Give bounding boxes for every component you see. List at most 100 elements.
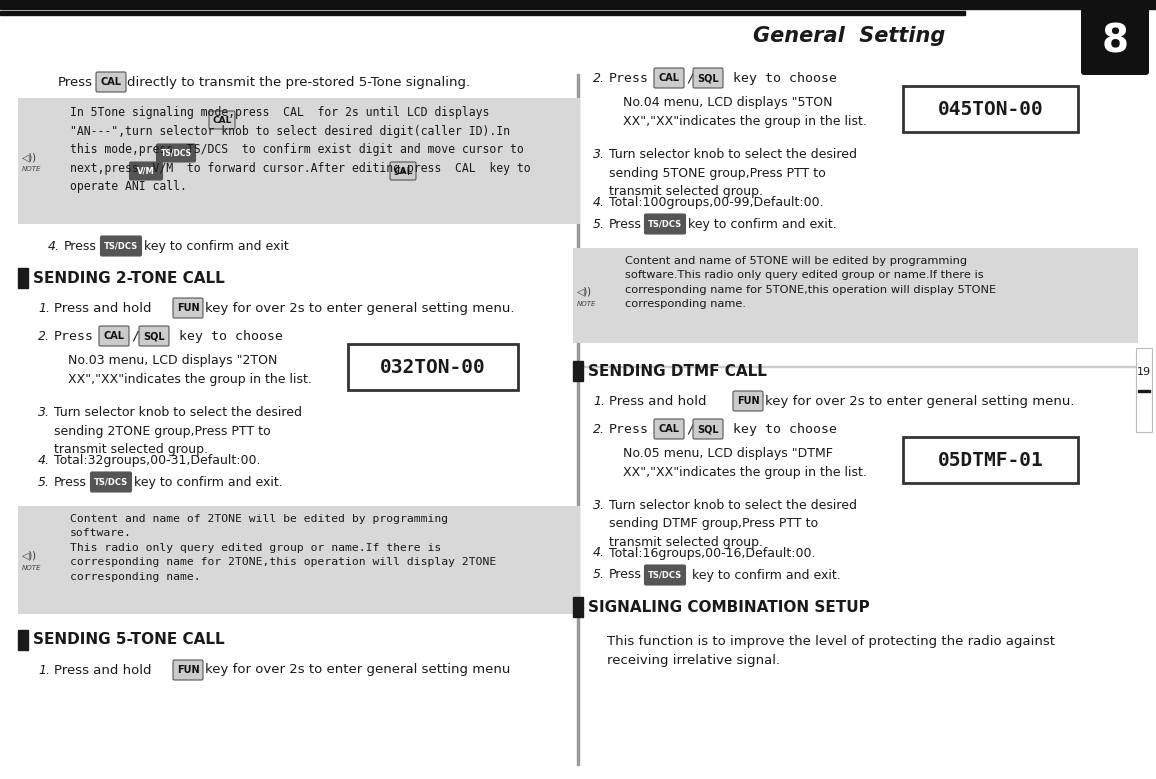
Text: Total:100groups,00-99,Default:00.: Total:100groups,00-99,Default:00. (609, 196, 823, 209)
Text: V/M: V/M (138, 167, 155, 175)
Text: CAL: CAL (101, 77, 121, 87)
Text: FUN: FUN (177, 303, 199, 313)
Bar (573, 366, 1135, 367)
Text: key to confirm and exit.: key to confirm and exit. (688, 217, 837, 231)
Text: 032TON-00: 032TON-00 (380, 358, 486, 376)
Text: ◁)): ◁)) (22, 551, 37, 561)
Text: key to confirm and exit.: key to confirm and exit. (688, 569, 840, 581)
FancyBboxPatch shape (209, 111, 235, 129)
Text: Press and hold: Press and hold (54, 664, 151, 676)
Text: Content and name of 5TONE will be edited by programming
software.This radio only: Content and name of 5TONE will be edited… (625, 256, 996, 309)
Bar (573, 597, 583, 617)
Text: No.03 menu, LCD displays "2TON
XX","XX"indicates the group in the list.: No.03 menu, LCD displays "2TON XX","XX"i… (68, 354, 312, 386)
Text: TS/DCS: TS/DCS (647, 220, 682, 228)
Text: /: / (686, 72, 694, 84)
Text: Turn selector knob to select the desired
sending 5TONE group,Press PTT to
transm: Turn selector knob to select the desired… (609, 148, 857, 198)
Text: CAL: CAL (393, 167, 413, 175)
Text: 3.: 3. (593, 148, 605, 161)
Text: CAL: CAL (213, 115, 231, 125)
Text: /: / (686, 422, 694, 435)
Bar (348, 344, 518, 390)
Text: Press: Press (54, 330, 94, 343)
FancyBboxPatch shape (101, 236, 141, 256)
Text: NOTE: NOTE (22, 565, 42, 571)
Text: SQL: SQL (697, 424, 719, 434)
Text: key to confirm and exit.: key to confirm and exit. (134, 475, 283, 488)
Bar (573, 361, 583, 381)
Text: 4.: 4. (593, 547, 605, 559)
Text: FUN: FUN (177, 665, 199, 675)
Text: CAL: CAL (104, 331, 125, 341)
Bar (0, 0, 1156, 9)
Text: 1.: 1. (38, 664, 50, 676)
Text: NOTE: NOTE (22, 166, 42, 172)
Text: No.05 menu, LCD displays "DTMF
XX","XX"indicates the group in the list.: No.05 menu, LCD displays "DTMF XX","XX"i… (623, 447, 867, 479)
Bar (903, 86, 1079, 132)
Text: Press: Press (609, 217, 642, 231)
Text: NOTE: NOTE (577, 301, 596, 306)
Bar (573, 248, 1138, 343)
Text: CAL: CAL (659, 73, 680, 83)
Text: 3.: 3. (38, 406, 50, 419)
Text: 19: 19 (1138, 367, 1151, 377)
FancyBboxPatch shape (139, 326, 169, 346)
Text: 5.: 5. (38, 475, 50, 488)
Text: key for over 2s to enter general setting menu: key for over 2s to enter general setting… (205, 664, 511, 676)
Text: SQL: SQL (697, 73, 719, 83)
Text: key to choose: key to choose (725, 422, 837, 435)
Text: /: / (131, 330, 139, 343)
Text: Total:16groups,00-16,Default:00.: Total:16groups,00-16,Default:00. (609, 547, 815, 559)
Text: SENDING 2-TONE CALL: SENDING 2-TONE CALL (34, 270, 224, 285)
Text: 2.: 2. (38, 330, 50, 343)
Text: TS/DCS: TS/DCS (161, 149, 192, 157)
Text: Total:32groups,00-31,Default:00.: Total:32groups,00-31,Default:00. (54, 453, 260, 467)
FancyBboxPatch shape (173, 298, 203, 318)
Text: No.04 menu, LCD displays "5TON
XX","XX"indicates the group in the list.: No.04 menu, LCD displays "5TON XX","XX"i… (623, 96, 867, 128)
Text: Turn selector knob to select the desired
sending DTMF group,Press PTT to
transmi: Turn selector knob to select the desired… (609, 499, 857, 549)
Text: TS/DCS: TS/DCS (104, 241, 138, 251)
Text: Press and hold: Press and hold (54, 301, 151, 315)
Bar (18, 630, 28, 650)
Bar (18, 98, 580, 224)
Bar (903, 437, 1079, 483)
Text: In 5Tone signaling mode,press  CAL  for 2s until LCD displays
"AN---",turn selec: In 5Tone signaling mode,press CAL for 2s… (71, 106, 531, 193)
Text: 4.: 4. (49, 239, 60, 252)
Text: 3.: 3. (593, 499, 605, 512)
Bar (577, 74, 578, 765)
FancyBboxPatch shape (733, 391, 763, 411)
FancyBboxPatch shape (692, 419, 722, 439)
Text: Content and name of 2TONE will be edited by programming
software.
This radio onl: Content and name of 2TONE will be edited… (71, 514, 496, 582)
Text: CAL: CAL (659, 424, 680, 434)
Text: 2.: 2. (593, 422, 605, 435)
Text: 5.: 5. (593, 569, 605, 581)
FancyBboxPatch shape (645, 565, 686, 585)
Text: ◁)): ◁)) (22, 152, 37, 162)
Text: Press: Press (609, 72, 649, 84)
Text: 1.: 1. (593, 394, 605, 407)
Text: This function is to improve the level of protecting the radio against
receiving : This function is to improve the level of… (607, 635, 1055, 667)
Text: 8: 8 (1102, 22, 1128, 60)
FancyBboxPatch shape (390, 162, 416, 180)
Bar (1136, 348, 1153, 432)
Text: SENDING DTMF CALL: SENDING DTMF CALL (588, 364, 766, 379)
FancyBboxPatch shape (99, 326, 129, 346)
FancyBboxPatch shape (96, 72, 126, 92)
Text: Press: Press (58, 76, 92, 89)
Text: 4.: 4. (38, 453, 50, 467)
Text: 2.: 2. (593, 72, 605, 84)
Text: 045TON-00: 045TON-00 (938, 100, 1044, 118)
Bar (18, 268, 28, 288)
Text: 5.: 5. (593, 217, 605, 231)
FancyBboxPatch shape (1081, 7, 1149, 75)
Text: General  Setting: General Setting (754, 26, 946, 46)
FancyBboxPatch shape (173, 660, 203, 680)
Bar (0, 11, 965, 15)
Text: key to confirm and exit: key to confirm and exit (144, 239, 289, 252)
Bar (1138, 390, 1150, 392)
Text: SIGNALING COMBINATION SETUP: SIGNALING COMBINATION SETUP (588, 600, 869, 615)
Text: key to choose: key to choose (171, 330, 283, 343)
FancyBboxPatch shape (645, 214, 686, 234)
Text: key for over 2s to enter general setting menu.: key for over 2s to enter general setting… (765, 394, 1074, 407)
Text: Press: Press (609, 422, 649, 435)
Text: Press: Press (609, 569, 642, 581)
